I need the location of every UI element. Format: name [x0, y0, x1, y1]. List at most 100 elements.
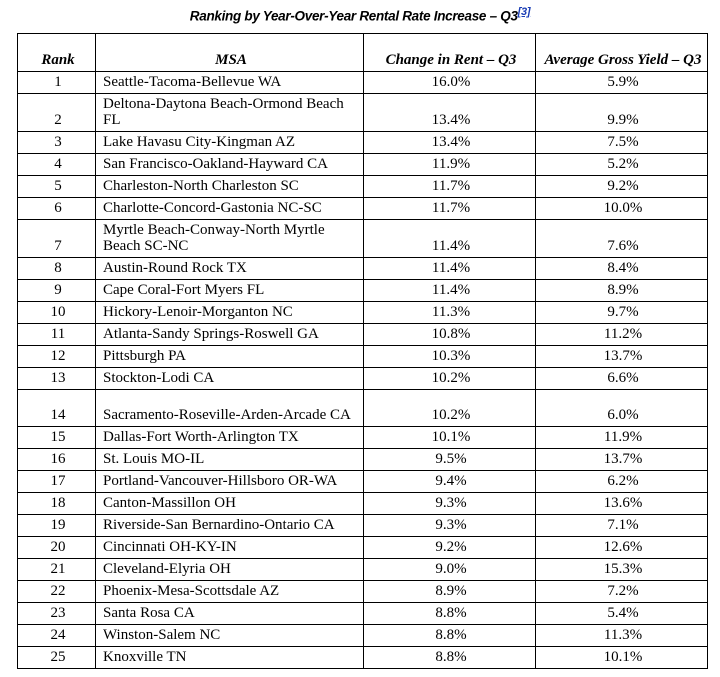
table-row: 10 Hickory-Lenoir-Morganton NC 11.3% 9.7%	[17, 301, 708, 324]
msa-cell: Charleston-North Charleston SC	[95, 175, 364, 198]
rank-cell: 7	[17, 219, 96, 258]
rank-cell: 13	[17, 367, 96, 390]
msa-cell: Myrtle Beach-Conway-North Myrtle Beach S…	[95, 219, 364, 258]
table-row: 1 Seattle-Tacoma-Bellevue WA 16.0% 5.9%	[17, 71, 708, 94]
gross-yield-cell: 9.9%	[535, 93, 708, 132]
rank-cell: 25	[17, 646, 96, 669]
gross-yield-cell: 8.9%	[535, 279, 708, 302]
change-in-rent-cell: 10.8%	[363, 323, 536, 346]
table-row: 3 Lake Havasu City-Kingman AZ 13.4% 7.5%	[17, 131, 708, 154]
msa-cell: Cape Coral-Fort Myers FL	[95, 279, 364, 302]
rank-cell: 15	[17, 426, 96, 449]
change-in-rent-cell: 9.5%	[363, 448, 536, 471]
gross-yield-cell: 7.5%	[535, 131, 708, 154]
gross-yield-cell: 13.7%	[535, 345, 708, 368]
gross-yield-cell: 11.9%	[535, 426, 708, 449]
gross-yield-cell: 6.6%	[535, 367, 708, 390]
gross-yield-cell: 6.2%	[535, 470, 708, 493]
change-in-rent-cell: 11.4%	[363, 279, 536, 302]
table-row: 21 Cleveland-Elyria OH 9.0% 15.3%	[17, 558, 708, 581]
table-row: 17 Portland-Vancouver-Hillsboro OR-WA 9.4%…	[17, 470, 708, 493]
msa-cell: Pittsburgh PA	[95, 345, 364, 368]
change-in-rent-cell: 9.3%	[363, 492, 536, 515]
gross-yield-cell: 5.2%	[535, 153, 708, 176]
change-in-rent-cell: 8.8%	[363, 602, 536, 625]
gross-yield-cell: 12.6%	[535, 536, 708, 559]
msa-cell: Cincinnati OH-KY-IN	[95, 536, 364, 559]
change-in-rent-cell: 11.7%	[363, 197, 536, 220]
change-in-rent-cell: 9.3%	[363, 514, 536, 537]
msa-cell: Deltona-Daytona Beach-Ormond Beach FL	[95, 93, 364, 132]
change-in-rent-cell: 11.7%	[363, 175, 536, 198]
msa-cell: Lake Havasu City-Kingman AZ	[95, 131, 364, 154]
header-average-gross-yield: Average Gross Yield – Q3	[535, 33, 708, 72]
rank-cell: 14	[17, 389, 96, 427]
rank-cell: 19	[17, 514, 96, 537]
change-in-rent-cell: 13.4%	[363, 93, 536, 132]
rank-cell: 4	[17, 153, 96, 176]
change-in-rent-cell: 8.8%	[363, 646, 536, 669]
table-row: 25 Knoxville TN 8.8% 10.1%	[17, 646, 708, 669]
msa-cell: Charlotte-Concord-Gastonia NC-SC	[95, 197, 364, 220]
gross-yield-cell: 11.3%	[535, 624, 708, 647]
rank-cell: 8	[17, 257, 96, 280]
msa-cell: Riverside-San Bernardino-Ontario CA	[95, 514, 364, 537]
header-change-in-rent: Change in Rent – Q3	[363, 33, 536, 72]
msa-cell: Canton-Massillon OH	[95, 492, 364, 515]
msa-cell: Cleveland-Elyria OH	[95, 558, 364, 581]
footnote-link[interactable]: [3]	[517, 6, 531, 18]
table-row: 4 San Francisco-Oakland-Hayward CA 11.9% 5.…	[17, 153, 708, 176]
msa-cell: Winston-Salem NC	[95, 624, 364, 647]
table-row: 15 Dallas-Fort Worth-Arlington TX 10.1% 11.…	[17, 426, 708, 449]
rank-cell: 2	[17, 93, 96, 132]
table-row: 9 Cape Coral-Fort Myers FL 11.4% 8.9%	[17, 279, 708, 302]
change-in-rent-cell: 9.2%	[363, 536, 536, 559]
change-in-rent-cell: 8.8%	[363, 624, 536, 647]
change-in-rent-cell: 10.3%	[363, 345, 536, 368]
ranking-table: Rank MSA Change in Rent – Q3 Average Gro…	[17, 33, 708, 669]
rank-cell: 3	[17, 131, 96, 154]
msa-cell: Phoenix-Mesa-Scottsdale AZ	[95, 580, 364, 603]
table-row: 23 Santa Rosa CA 8.8% 5.4%	[17, 602, 708, 625]
rank-cell: 11	[17, 323, 96, 346]
header-msa: MSA	[95, 33, 364, 72]
change-in-rent-cell: 10.2%	[363, 389, 536, 427]
gross-yield-cell: 7.6%	[535, 219, 708, 258]
table-row: 2 Deltona-Daytona Beach-Ormond Beach FL 13…	[17, 93, 708, 132]
table-row: 22 Phoenix-Mesa-Scottsdale AZ 8.9% 7.2%	[17, 580, 708, 603]
gross-yield-cell: 6.0%	[535, 389, 708, 427]
change-in-rent-cell: 9.0%	[363, 558, 536, 581]
change-in-rent-cell: 9.4%	[363, 470, 536, 493]
table-row: 8 Austin-Round Rock TX 11.4% 8.4%	[17, 257, 708, 280]
change-in-rent-cell: 11.9%	[363, 153, 536, 176]
gross-yield-cell: 9.7%	[535, 301, 708, 324]
table-row: 14 Sacramento-Roseville-Arden-Arcade CA 10…	[17, 389, 708, 427]
gross-yield-cell: 10.0%	[535, 197, 708, 220]
gross-yield-cell: 7.1%	[535, 514, 708, 537]
table-row: 12 Pittsburgh PA 10.3% 13.7%	[17, 345, 708, 368]
table-row: 19 Riverside-San Bernardino-Ontario CA 9.3…	[17, 514, 708, 537]
msa-cell: St. Louis MO-IL	[95, 448, 364, 471]
table-row: 7 Myrtle Beach-Conway-North Myrtle Beach …	[17, 219, 708, 258]
table-row: 24 Winston-Salem NC 8.8% 11.3%	[17, 624, 708, 647]
header-row: Rank MSA Change in Rent – Q3 Average Gro…	[17, 33, 708, 72]
msa-cell: Atlanta-Sandy Springs-Roswell GA	[95, 323, 364, 346]
table-row: 18 Canton-Massillon OH 9.3% 13.6%	[17, 492, 708, 515]
rank-cell: 22	[17, 580, 96, 603]
table-row: 6 Charlotte-Concord-Gastonia NC-SC 11.7% 10…	[17, 197, 708, 220]
rank-cell: 20	[17, 536, 96, 559]
gross-yield-cell: 7.2%	[535, 580, 708, 603]
gross-yield-cell: 11.2%	[535, 323, 708, 346]
rank-cell: 5	[17, 175, 96, 198]
change-in-rent-cell: 11.4%	[363, 257, 536, 280]
table-row: 20 Cincinnati OH-KY-IN 9.2% 12.6%	[17, 536, 708, 559]
rank-cell: 9	[17, 279, 96, 302]
rank-cell: 23	[17, 602, 96, 625]
gross-yield-cell: 9.2%	[535, 175, 708, 198]
rank-cell: 17	[17, 470, 96, 493]
gross-yield-cell: 5.9%	[535, 71, 708, 94]
msa-cell: Dallas-Fort Worth-Arlington TX	[95, 426, 364, 449]
rank-cell: 6	[17, 197, 96, 220]
rank-cell: 18	[17, 492, 96, 515]
msa-cell: San Francisco-Oakland-Hayward CA	[95, 153, 364, 176]
